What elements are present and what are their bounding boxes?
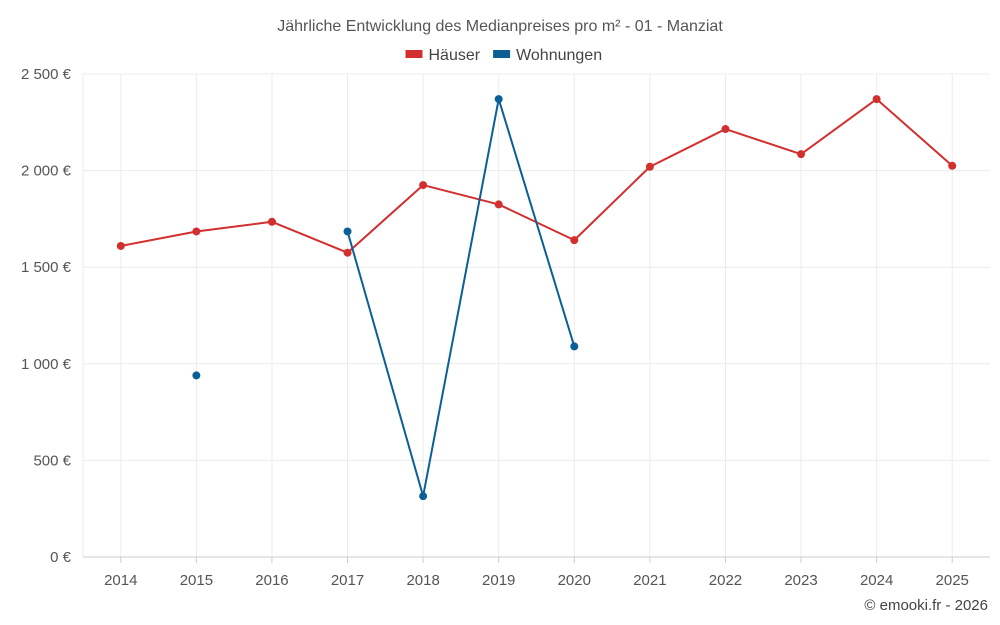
data-point[interactable]: Häuser 2021: 2020 (645, 162, 654, 171)
x-tick-label: 2015 (180, 572, 213, 589)
data-point[interactable]: Wohnungen 2019: 2370 (494, 95, 503, 104)
series-wohnungen: Wohnungen 2015: 940 Wohnungen 2017: 1685 W… (192, 95, 579, 501)
data-point[interactable]: Häuser 2018: 1925 (419, 181, 428, 190)
y-tick-label: 1 000 € (21, 356, 72, 373)
series-layer: Häuser 2014: 1610 Häuser 2015: 1685 Häuser… (116, 95, 957, 501)
x-tick-label: 2022 (709, 572, 742, 589)
data-point[interactable]: Wohnungen 2020: 1090 (570, 342, 579, 351)
data-point[interactable]: Häuser 2020: 1640 (570, 236, 579, 245)
y-tick-label: 2 500 € (21, 66, 72, 83)
legend-label: Wohnungen (516, 47, 602, 64)
legend-swatch (405, 50, 423, 58)
x-tick-label: 2024 (860, 572, 893, 589)
data-point[interactable]: Wohnungen 2015: 940 (192, 371, 201, 380)
chart-title: Jährliche Entwicklung des Medianpreises … (277, 18, 723, 35)
x-tick-label: 2021 (633, 572, 666, 589)
y-tick-label: 2 000 € (21, 163, 72, 180)
data-point[interactable]: Häuser 2023: 2085 (797, 150, 806, 159)
series-häuser: Häuser 2014: 1610 Häuser 2015: 1685 Häuser… (116, 95, 957, 257)
x-tick-label: 2016 (255, 572, 288, 589)
data-point[interactable]: Häuser 2019: 1825 (494, 200, 503, 209)
x-tick-label: 2017 (331, 572, 364, 589)
x-tick-label: 2025 (936, 572, 969, 589)
legend-label: Häuser (429, 47, 481, 64)
x-tick-label: 2018 (406, 572, 439, 589)
data-point[interactable]: Wohnungen 2018: 315 (419, 492, 428, 501)
grid (82, 73, 990, 557)
data-point[interactable]: Häuser 2024: 2370 (872, 95, 881, 104)
data-point[interactable]: Häuser 2017: 1575 (343, 248, 352, 257)
data-point[interactable]: Häuser 2015: 1685 (192, 227, 201, 236)
series-line (120, 98, 953, 254)
data-point[interactable]: Wohnungen 2017: 1685 (343, 227, 352, 236)
x-tick-label: 2019 (482, 572, 515, 589)
y-tick-label: 500 € (33, 452, 71, 469)
data-point[interactable]: Häuser 2014: 1610 (116, 241, 125, 250)
y-tick-label: 1 500 € (21, 259, 72, 276)
series-line (346, 98, 576, 498)
x-tick-label: 2020 (558, 572, 591, 589)
legend-item-häuser[interactable]: Häuser (405, 47, 481, 64)
data-point[interactable]: Häuser 2016: 1735 (267, 217, 276, 226)
legend-item-wohnungen[interactable]: Wohnungen (493, 47, 602, 64)
axes: 0 € 500 € 1 000 € 1 500 € 2 000 € 2 500 € 2014… (21, 66, 990, 589)
data-point[interactable]: Häuser 2022: 2215 (721, 125, 730, 134)
legend[interactable]: Häuser Wohnungen (405, 47, 603, 64)
x-tick-label: 2014 (104, 572, 137, 589)
legend-swatch (493, 50, 511, 58)
y-tick-label: 0 € (50, 549, 72, 566)
credit-text: © emooki.fr - 2026 (864, 597, 988, 614)
x-tick-label: 2023 (784, 572, 817, 589)
data-point[interactable]: Häuser 2025: 2025 (948, 161, 957, 170)
